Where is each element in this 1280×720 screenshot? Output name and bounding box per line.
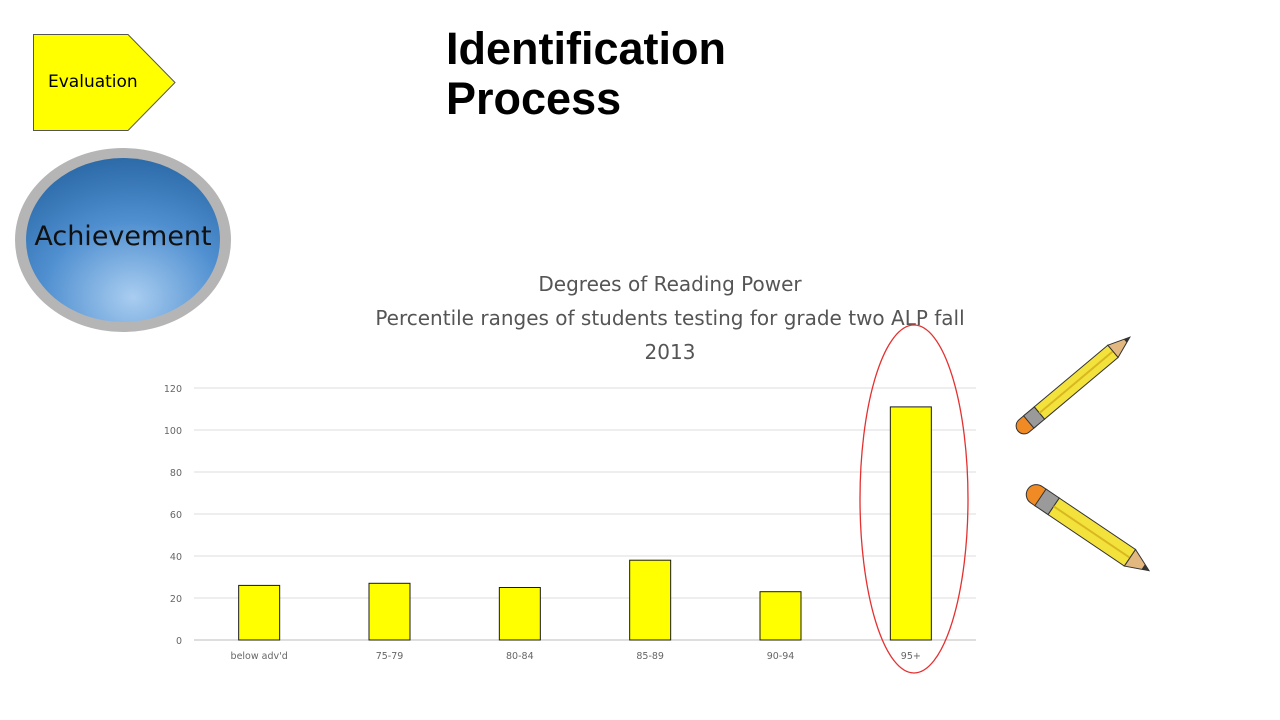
bar [498,587,541,641]
x-tick-label: 80-84 [506,651,534,662]
chart-title: Degrees of Reading Power Percentile rang… [340,267,1000,369]
page-title: Identification Process [446,24,726,124]
y-tick-label: 0 [176,636,182,647]
y-tick-label: 100 [164,426,182,437]
x-tick-label: 95+ [901,651,921,662]
y-tick-label: 60 [170,510,182,521]
bar [889,406,932,641]
bar [629,559,672,641]
bar [238,584,281,641]
evaluation-label: Evaluation [48,72,138,92]
x-tick-label: 90-94 [767,651,795,662]
y-tick-label: 120 [164,384,182,395]
evaluation-arrow-shape [33,34,176,131]
y-tick-label: 80 [170,468,182,479]
x-tick-label: 75-79 [376,651,404,662]
page-title-line-2: Process [446,73,622,124]
pencils-illustration [1015,336,1151,572]
x-tick-label: 85-89 [636,651,664,662]
bar [759,591,802,641]
pencil-icon [1015,336,1131,435]
x-tick-label: below adv'd [231,651,288,662]
page-title-line-1: Identification [446,23,726,74]
achievement-label: Achievement [34,221,212,252]
chart-title-line-2: Percentile ranges of students testing fo… [375,306,965,330]
y-tick-label: 40 [170,552,182,563]
highlight-ellipse [859,324,969,674]
chart-title-line-3: 2013 [644,340,696,364]
achievement-badge [15,148,231,332]
chart-title-line-1: Degrees of Reading Power [538,272,802,296]
y-tick-label: 20 [170,594,182,605]
bar [368,582,411,641]
pencil-icon [1025,484,1151,572]
